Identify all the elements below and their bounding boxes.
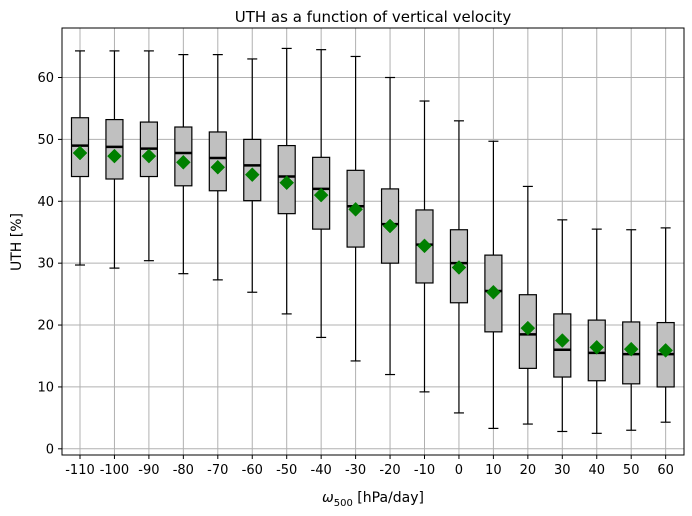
y-tick-label: 10 (37, 380, 54, 395)
mean-marker (313, 187, 329, 203)
x-tick-label: -40 (311, 463, 332, 478)
x-tick-label: 40 (588, 463, 605, 478)
box-group (415, 100, 434, 393)
box-group (656, 227, 675, 423)
x-axis-label-unit: [hPa/day] (353, 490, 424, 506)
x-tick-label: 20 (520, 463, 537, 478)
box-group (312, 49, 331, 339)
mean-marker (175, 154, 191, 170)
x-axis-label-subscript: 500 (334, 498, 353, 509)
mean-marker (72, 145, 88, 161)
x-tick-label: -60 (242, 463, 263, 478)
x-tick-label: -50 (276, 463, 297, 478)
mean-marker (520, 320, 536, 336)
y-tick-label: 30 (37, 257, 54, 272)
mean-marker (348, 201, 363, 217)
x-tick-label: -10 (414, 463, 435, 478)
plot-frame (61, 27, 685, 456)
mean-marker (141, 148, 157, 164)
box-group (208, 54, 227, 281)
x-tick-label: -90 (138, 463, 159, 478)
box-group (484, 140, 503, 429)
x-tick-label: 0 (455, 463, 463, 478)
y-tick-label: 20 (37, 319, 54, 334)
box-group (380, 76, 400, 376)
y-tick-label: 40 (37, 195, 54, 210)
box-group (553, 219, 572, 433)
y-tick-label: 60 (37, 71, 54, 86)
x-tick-label: -110 (65, 463, 95, 478)
box-group (587, 228, 606, 434)
x-tick-label: -100 (100, 463, 130, 478)
x-axis-label-symbol: ω (322, 490, 334, 506)
mean-marker (244, 167, 260, 183)
y-axis-label: UTH [%] (9, 213, 25, 271)
chart-title: UTH as a function of vertical velocity (235, 8, 512, 26)
box-group (518, 185, 537, 425)
x-tick-label: 30 (554, 463, 571, 478)
mean-marker (417, 238, 432, 254)
x-axis-label: ω500 [hPa/day] (322, 490, 424, 509)
mean-marker (658, 343, 674, 358)
x-tick-label: 50 (623, 463, 640, 478)
box-group (70, 50, 90, 266)
mean-marker (107, 148, 122, 164)
box-group (346, 55, 365, 362)
x-tick-label: -70 (207, 463, 228, 478)
box-group (449, 120, 469, 414)
box-group (174, 54, 193, 275)
mean-marker (210, 159, 226, 175)
x-tick-label: 10 (485, 463, 502, 478)
mean-marker (486, 284, 501, 300)
box-group (277, 47, 296, 315)
mean-marker (382, 218, 398, 234)
mean-marker (623, 341, 639, 357)
box-group (139, 50, 158, 262)
x-tick-label: -80 (173, 463, 194, 478)
y-tick-label: 0 (46, 442, 54, 457)
box-group (105, 50, 124, 269)
box-group (243, 58, 262, 293)
mean-marker (589, 339, 605, 355)
y-tick-label: 50 (37, 133, 54, 148)
x-tick-label: -20 (379, 463, 400, 478)
mean-marker (451, 260, 467, 275)
mean-marker (279, 175, 295, 191)
x-tick-label: 60 (657, 463, 674, 478)
box-group (622, 229, 641, 431)
x-tick-label: -30 (345, 463, 366, 478)
boxes (70, 47, 675, 434)
grid (62, 28, 684, 455)
mean-marker (554, 333, 570, 348)
